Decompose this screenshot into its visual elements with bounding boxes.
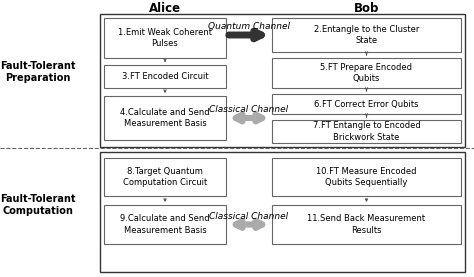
- Bar: [100, 152, 465, 272]
- Bar: [100, 14, 465, 147]
- Text: 11.Send Back Measurement
Results: 11.Send Back Measurement Results: [308, 214, 426, 235]
- Text: Classical Channel: Classical Channel: [210, 212, 289, 221]
- Text: 3.FT Encoded Circuit: 3.FT Encoded Circuit: [122, 72, 208, 81]
- Bar: [104, 205, 226, 244]
- Text: 6.FT Correct Error Qubits: 6.FT Correct Error Qubits: [314, 99, 419, 109]
- Text: Classical Channel: Classical Channel: [210, 106, 289, 114]
- Bar: [272, 18, 461, 52]
- Text: Fault-Tolerant
Preparation: Fault-Tolerant Preparation: [0, 61, 76, 83]
- Text: 9.Calculate and Send
Measurement Basis: 9.Calculate and Send Measurement Basis: [120, 214, 210, 235]
- Bar: [272, 58, 461, 88]
- Text: Bob: Bob: [354, 1, 379, 14]
- Text: 4.Calculate and Send
Measurement Basis: 4.Calculate and Send Measurement Basis: [120, 108, 210, 128]
- Text: Fault-Tolerant
Computation: Fault-Tolerant Computation: [0, 194, 76, 216]
- Text: 8.Target Quantum
Computation Circuit: 8.Target Quantum Computation Circuit: [123, 167, 207, 187]
- Text: 10.FT Measure Encoded
Qubits Sequentially: 10.FT Measure Encoded Qubits Sequentiall…: [316, 167, 417, 187]
- Text: 1.Emit Weak Coherent
Pulses: 1.Emit Weak Coherent Pulses: [118, 28, 212, 48]
- Text: Quantum Channel: Quantum Channel: [208, 22, 290, 32]
- Text: 2.Entangle to the Cluster
State: 2.Entangle to the Cluster State: [314, 25, 419, 45]
- Text: Alice: Alice: [149, 1, 181, 14]
- Bar: [104, 18, 226, 58]
- Bar: [104, 65, 226, 88]
- Bar: [272, 158, 461, 196]
- Bar: [104, 158, 226, 196]
- Text: 7.FT Entangle to Encoded
Brickwork State: 7.FT Entangle to Encoded Brickwork State: [313, 121, 420, 142]
- Bar: [104, 96, 226, 140]
- Text: 5.FT Prepare Encoded
Qubits: 5.FT Prepare Encoded Qubits: [320, 63, 412, 83]
- Bar: [272, 205, 461, 244]
- Bar: [272, 94, 461, 114]
- Bar: [272, 120, 461, 143]
